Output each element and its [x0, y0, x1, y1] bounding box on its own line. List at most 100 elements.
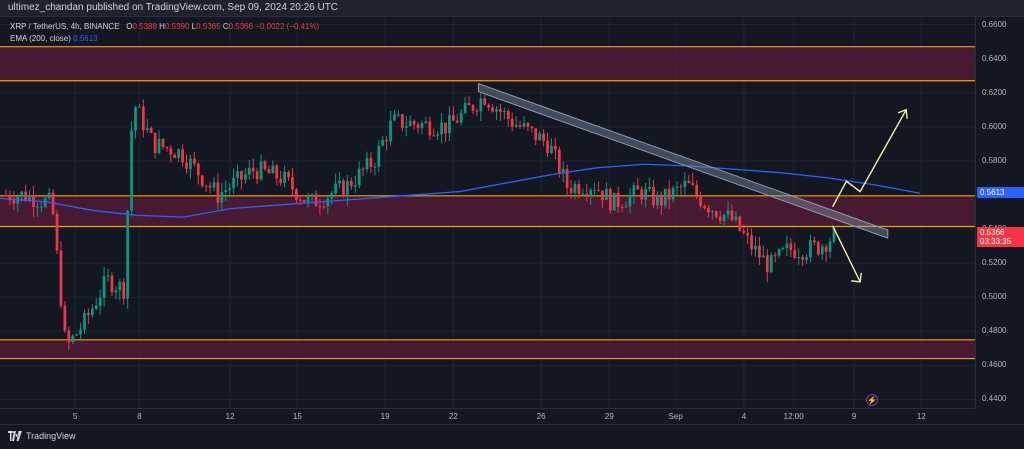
candle-body	[71, 335, 75, 343]
candle-body	[679, 186, 683, 188]
candle-body	[291, 177, 294, 190]
candle-body	[389, 120, 392, 142]
candle-body	[530, 126, 534, 129]
candle-body	[565, 168, 569, 189]
candle-body	[718, 216, 722, 222]
ema-row[interactable]: EMA (200, close) 0.5613	[10, 33, 319, 45]
candle-body	[612, 192, 616, 211]
candle-body	[620, 206, 624, 208]
candle-body	[750, 235, 753, 250]
candle-body	[648, 186, 651, 189]
candle-body	[240, 171, 243, 180]
candle-body	[487, 104, 491, 108]
bullish-arrow-head	[897, 108, 908, 119]
high-label: H	[159, 22, 165, 31]
tradingview-brand[interactable]: TradingView	[8, 431, 76, 441]
candle-body	[816, 242, 820, 255]
candle-body	[267, 169, 271, 174]
time-tick-label: 9	[851, 412, 857, 421]
candle-body	[130, 130, 133, 211]
lightning-event-icon[interactable]: ⚡	[866, 394, 878, 406]
candle-body	[738, 216, 742, 231]
candle-body	[785, 243, 789, 249]
candle-body	[734, 216, 738, 220]
candle-body	[39, 206, 43, 208]
candle-body	[393, 114, 396, 121]
descending-trendline	[477, 82, 889, 239]
candle-body	[385, 140, 389, 142]
time-axis[interactable]: 5 8 12 15 19 22 26 29 Sep 4 12:00 9 12	[0, 408, 975, 425]
price-tick-label: 0.6600	[982, 19, 1007, 29]
candle-body	[691, 182, 695, 185]
candle-body	[616, 192, 620, 207]
candle-body	[126, 210, 130, 299]
candle-body	[632, 185, 636, 195]
price-tick-label: 0.4400	[982, 394, 1007, 404]
price-tick-label: 0.5200	[982, 258, 1007, 268]
candle-body	[134, 107, 137, 131]
low-label: L	[191, 22, 197, 31]
candle-body	[577, 184, 581, 195]
candle-body	[585, 193, 589, 196]
candle-body	[369, 157, 373, 168]
candle-body	[514, 124, 518, 127]
candle-body	[138, 106, 141, 108]
candle-body	[518, 124, 522, 127]
candle-body	[24, 191, 27, 201]
ema-label[interactable]: EMA (200, close)	[10, 34, 71, 43]
candle-body	[244, 174, 247, 180]
candle-body	[828, 241, 832, 252]
candle-body	[503, 111, 506, 113]
candle-body	[12, 200, 16, 204]
candle-body	[161, 138, 165, 147]
price-tick-label: 0.4600	[982, 360, 1007, 370]
candle-body	[145, 128, 149, 131]
price-tick-label: 0.4800	[982, 326, 1007, 336]
candle-body	[200, 175, 204, 186]
candle-body	[448, 115, 451, 134]
symbol-label[interactable]: XRP / TetherUS, 4h, BINANCE	[10, 22, 120, 31]
candle-body	[157, 138, 161, 153]
brand-label: TradingView	[26, 431, 76, 441]
candle-body	[275, 165, 279, 179]
candle-body	[377, 145, 381, 167]
candle-body	[561, 168, 565, 174]
footer-bar: TradingView	[0, 424, 1024, 449]
candlestick-chart[interactable]	[0, 16, 975, 408]
chart-plot-area[interactable]	[0, 16, 975, 408]
candle-body	[397, 114, 400, 116]
candle-body	[353, 185, 357, 187]
candle-body	[302, 199, 306, 202]
candle-body	[314, 194, 318, 207]
tradingview-logo-icon	[8, 431, 22, 441]
candle-body	[597, 190, 600, 192]
candle-body	[601, 190, 604, 201]
candle-body	[695, 184, 699, 196]
candle-body	[557, 149, 561, 174]
candle-body	[271, 165, 275, 174]
candle-body	[428, 121, 432, 136]
price-axis[interactable]: 0.66000.64000.62000.60000.58000.54000.52…	[975, 16, 1024, 408]
open-label: O	[126, 22, 133, 31]
candle-body	[141, 106, 145, 131]
ema-price-tag: 0.5613	[977, 186, 1024, 198]
candle-body	[820, 246, 824, 255]
symbol-row[interactable]: XRP / TetherUS, 4h, BINANCE O0.5388 H0.5…	[10, 21, 319, 33]
candle-body	[432, 135, 436, 137]
candle-body	[232, 177, 235, 189]
candle-body	[769, 255, 773, 273]
candle-body	[765, 255, 769, 273]
candle-body	[671, 187, 675, 200]
candle-body	[224, 190, 228, 193]
candle-body	[310, 194, 314, 198]
candle-body	[455, 120, 459, 123]
time-tick-label: 8	[137, 412, 142, 421]
candle-body	[185, 162, 188, 170]
candle-body	[420, 122, 424, 128]
candle-body	[189, 158, 192, 170]
candle-body	[687, 180, 691, 183]
candle-body	[149, 128, 153, 133]
candle-body	[192, 158, 196, 164]
candle-body	[263, 161, 267, 170]
candle-body	[330, 193, 334, 199]
